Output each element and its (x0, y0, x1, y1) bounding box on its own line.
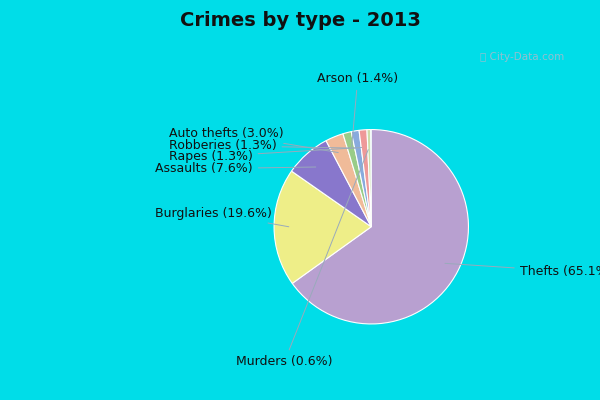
Text: Crimes by type - 2013: Crimes by type - 2013 (179, 10, 421, 30)
Text: Rapes (1.3%): Rapes (1.3%) (169, 148, 362, 163)
Wedge shape (292, 130, 469, 324)
Text: Assaults (7.6%): Assaults (7.6%) (155, 162, 316, 175)
Wedge shape (351, 130, 371, 227)
Text: Burglaries (19.6%): Burglaries (19.6%) (155, 207, 289, 227)
Wedge shape (326, 134, 371, 227)
Text: Arson (1.4%): Arson (1.4%) (317, 72, 398, 147)
Text: ⓘ City-Data.com: ⓘ City-Data.com (480, 52, 564, 62)
Wedge shape (359, 130, 371, 227)
Wedge shape (292, 141, 371, 227)
Wedge shape (367, 130, 371, 227)
Text: Thefts (65.1%): Thefts (65.1%) (445, 263, 600, 278)
Text: Auto thefts (3.0%): Auto thefts (3.0%) (169, 127, 338, 152)
Wedge shape (274, 171, 371, 283)
Text: Robberies (1.3%): Robberies (1.3%) (169, 139, 355, 152)
Wedge shape (343, 132, 371, 227)
Text: Murders (0.6%): Murders (0.6%) (236, 150, 368, 368)
